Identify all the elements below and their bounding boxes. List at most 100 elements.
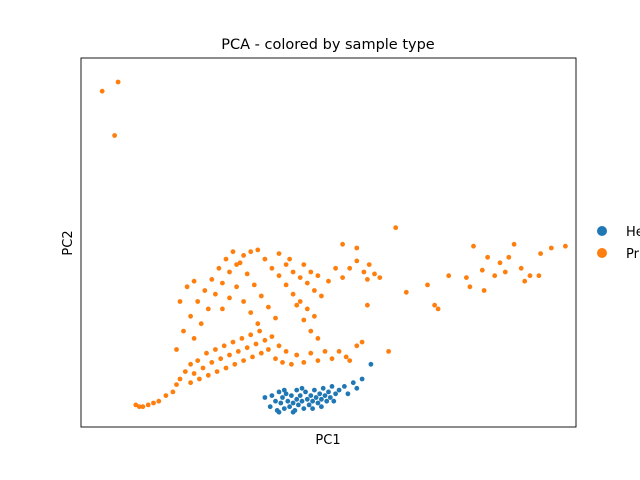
point-pr <box>156 398 162 404</box>
point-pr <box>365 277 370 282</box>
point-pr <box>522 278 528 284</box>
point-pr <box>297 275 303 280</box>
point-he <box>333 391 338 397</box>
point-he <box>296 402 301 408</box>
point-pr <box>333 265 338 271</box>
point-pr <box>241 299 247 304</box>
legend-label-he: He <box>626 225 640 240</box>
point-he <box>350 380 356 386</box>
point-he <box>304 396 310 402</box>
x-axis-label: PC1 <box>315 433 340 448</box>
point-pr <box>191 336 197 341</box>
point-pr <box>479 267 485 273</box>
point-pr <box>435 306 441 312</box>
point-pr <box>276 343 282 349</box>
point-he <box>327 395 333 400</box>
point-pr <box>386 349 391 354</box>
point-pr <box>266 347 271 352</box>
point-he <box>310 406 315 411</box>
point-pr <box>269 265 275 271</box>
point-he <box>285 398 291 404</box>
point-pr <box>177 376 183 382</box>
point-pr <box>315 336 321 341</box>
point-he <box>319 404 324 410</box>
point-pr <box>290 291 296 297</box>
legend-label-pr: Pr <box>626 247 640 262</box>
point-pr <box>347 358 353 363</box>
point-pr <box>527 273 533 279</box>
point-he <box>303 389 308 395</box>
point-pr <box>340 275 345 280</box>
point-pr <box>205 306 211 312</box>
point-pr <box>136 404 142 410</box>
point-pr <box>262 337 268 343</box>
point-pr <box>140 404 146 410</box>
point-pr <box>273 315 278 321</box>
point-pr <box>234 284 240 290</box>
point-he <box>329 384 335 389</box>
point-he <box>290 400 296 406</box>
point-he <box>299 385 305 391</box>
point-he <box>331 398 337 404</box>
point-pr <box>241 253 247 258</box>
chart-title: PCA - colored by sample type <box>221 37 435 53</box>
point-pr <box>232 361 238 367</box>
point-pr <box>536 273 542 279</box>
point-he <box>320 385 326 391</box>
point-pr <box>145 402 151 408</box>
point-pr <box>294 302 300 308</box>
point-he <box>290 409 296 415</box>
point-pr <box>248 332 254 338</box>
point-pr <box>294 352 300 358</box>
point-he <box>315 400 321 406</box>
point-pr <box>258 293 264 299</box>
point-pr <box>354 258 360 264</box>
point-pr <box>297 299 303 304</box>
point-he <box>322 393 328 398</box>
point-pr <box>209 360 215 365</box>
point-he <box>312 387 317 393</box>
point-pr <box>223 256 229 262</box>
point-pr <box>244 345 250 351</box>
point-pr <box>492 273 498 279</box>
point-pr <box>181 328 186 334</box>
point-pr <box>188 361 194 367</box>
point-pr <box>326 278 331 284</box>
point-pr <box>273 356 278 362</box>
point-pr <box>227 269 232 275</box>
point-pr <box>283 349 289 354</box>
point-pr <box>308 269 314 275</box>
point-pr <box>340 241 345 247</box>
point-pr <box>257 328 262 334</box>
point-pr <box>283 262 289 267</box>
point-pr <box>308 328 314 334</box>
point-pr <box>220 306 225 312</box>
point-pr <box>115 79 121 85</box>
point-he <box>276 389 282 395</box>
point-pr <box>174 382 179 387</box>
point-pr <box>214 369 220 374</box>
point-pr <box>329 356 335 362</box>
point-he <box>267 404 273 410</box>
point-pr <box>239 336 245 341</box>
point-he <box>336 387 342 393</box>
point-pr <box>250 354 255 360</box>
point-pr <box>188 380 194 386</box>
point-pr <box>308 350 314 356</box>
point-pr <box>170 389 176 395</box>
point-he <box>262 395 268 400</box>
point-pr <box>280 360 285 365</box>
point-he <box>301 406 307 411</box>
point-he <box>278 400 284 406</box>
point-pr <box>177 299 183 304</box>
point-pr <box>365 302 370 308</box>
point-he <box>345 391 351 397</box>
point-pr <box>393 225 399 231</box>
point-pr <box>354 343 360 349</box>
point-pr <box>287 256 292 262</box>
point-pr <box>188 313 194 319</box>
point-pr <box>432 302 437 308</box>
point-pr <box>241 358 247 363</box>
point-pr <box>244 271 250 277</box>
